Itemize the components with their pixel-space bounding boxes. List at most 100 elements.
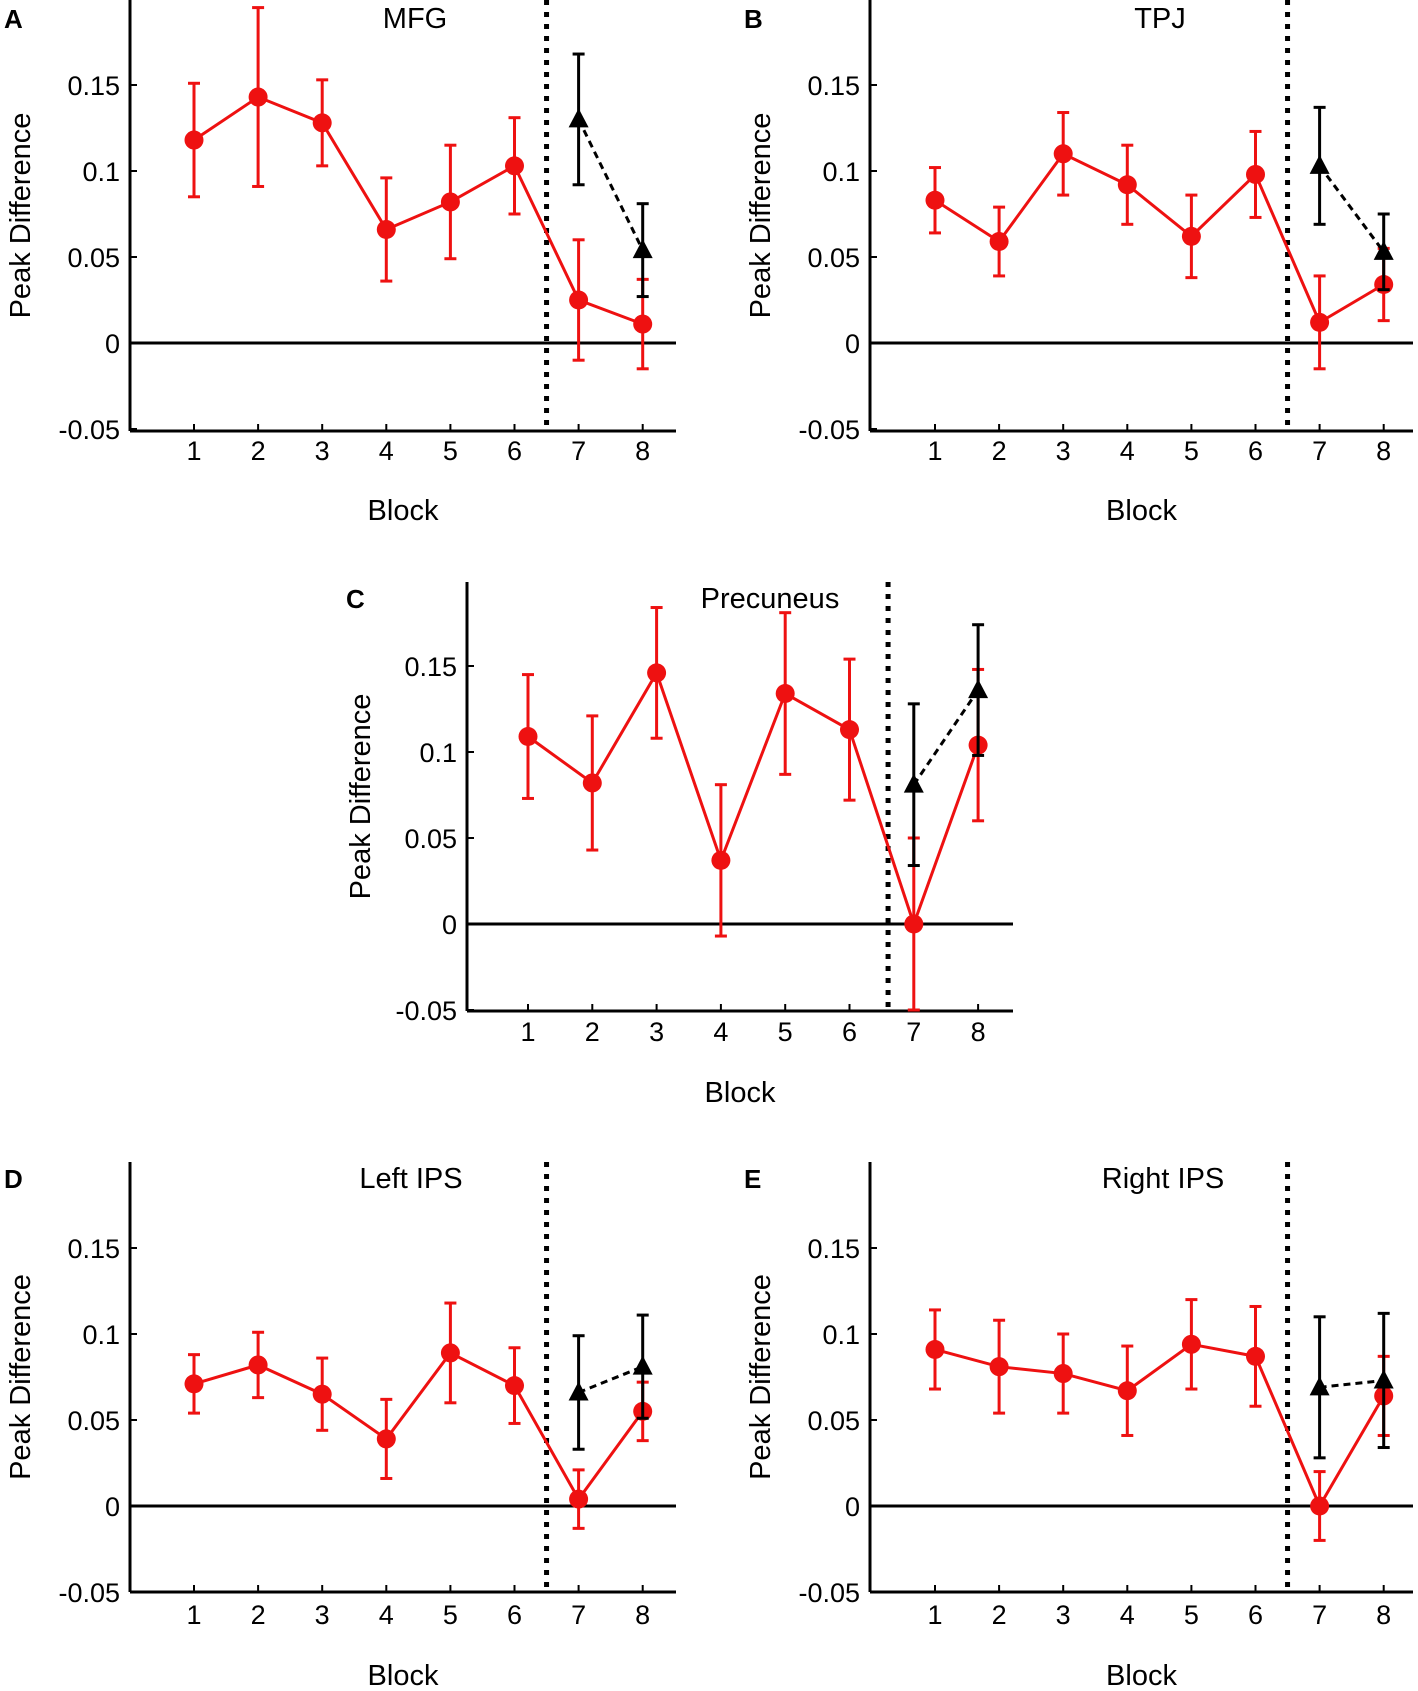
y-tick-label: -0.05 — [58, 1578, 120, 1608]
red-data-point — [376, 1429, 396, 1449]
x-tick-label: 5 — [1184, 436, 1199, 466]
x-tick-label: 1 — [927, 436, 942, 466]
x-tick-label: 2 — [992, 436, 1007, 466]
x-tick-label: 1 — [186, 436, 201, 466]
x-tick-label: 3 — [1056, 436, 1071, 466]
panel-a: A MFG -0.05 0 0.05 0.1 0.15 1 2 3 4 5 6 7 8 Block Peak D… — [4, 0, 676, 527]
x-axis-title: Block — [1106, 1660, 1177, 1691]
x-tick-label: 5 — [443, 1600, 458, 1630]
y-axis-title: Peak Difference — [345, 694, 377, 900]
panel-c: C Precuneus -0.05 0 0.05 0.1 0.15 1 2 3 4 5 6 7 8 Block… — [345, 582, 1013, 1109]
panel-letter: B — [744, 4, 763, 34]
x-tick-label: 7 — [571, 436, 586, 466]
y-tick-label: 0.1 — [419, 738, 457, 768]
black-data-point — [1309, 154, 1330, 174]
x-tick-label: 7 — [571, 1600, 586, 1630]
red-data-point — [925, 190, 945, 210]
red-data-point — [518, 727, 538, 747]
x-tick-label: 5 — [778, 1017, 793, 1047]
x-tick-label: 4 — [1120, 436, 1135, 466]
x-tick-label: 6 — [507, 1600, 522, 1630]
x-tick-label: 6 — [1248, 436, 1263, 466]
y-tick-label: 0.15 — [67, 71, 120, 101]
red-series-line — [527, 669, 980, 929]
black-series-line — [577, 118, 645, 251]
red-series-line — [934, 151, 1385, 325]
x-tick-label: 8 — [971, 1017, 986, 1047]
x-tick-label: 6 — [842, 1017, 857, 1047]
x-tick-label: 3 — [649, 1017, 664, 1047]
x-tick-label: 3 — [1056, 1600, 1071, 1630]
y-axis-title: Peak Difference — [745, 113, 777, 319]
panel-e: E Right IPS -0.05 0 0.05 0.1 0.15 1 2 3 4 5 6 7 8 Block… — [744, 1162, 1413, 1691]
y-tick-label: 0 — [845, 1492, 860, 1522]
red-data-point — [633, 314, 653, 334]
x-axis-title: Block — [368, 495, 439, 527]
red-series-line — [193, 95, 644, 326]
y-axis-title: Peak Difference — [745, 1274, 777, 1480]
x-tick-label: 8 — [635, 436, 650, 466]
y-tick-label: 0.15 — [67, 1234, 120, 1264]
y-axis-title: Peak Difference — [5, 113, 37, 319]
x-tick-label: 1 — [520, 1017, 535, 1047]
red-data-point — [505, 1376, 524, 1396]
y-tick-label: 0.05 — [67, 243, 120, 273]
x-tick-label: 7 — [906, 1017, 921, 1047]
y-tick-label: 0.1 — [82, 1320, 120, 1350]
red-data-point — [376, 219, 396, 239]
red-data-point — [569, 1489, 589, 1509]
red-data-point — [312, 1384, 332, 1404]
red-data-point — [840, 720, 859, 740]
x-axis-title: Block — [1106, 495, 1177, 527]
red-data-point — [1246, 1346, 1265, 1366]
black-data-point — [632, 239, 653, 259]
x-tick-label: 2 — [585, 1017, 600, 1047]
red-data-point — [711, 850, 731, 870]
x-tick-label: 8 — [635, 1600, 650, 1630]
black-data-point — [568, 108, 589, 128]
x-tick-label: 6 — [1248, 1600, 1263, 1630]
y-tick-label: 0.05 — [807, 1406, 860, 1436]
red-data-point — [989, 1357, 1009, 1377]
y-tick-label: 0 — [105, 329, 120, 359]
x-tick-label: 7 — [1312, 436, 1327, 466]
y-tick-label: -0.05 — [798, 415, 860, 445]
y-tick-label: 0 — [105, 1492, 120, 1522]
red-data-point — [1181, 1334, 1201, 1354]
black-data-point — [1309, 1376, 1330, 1396]
red-data-point — [1117, 175, 1137, 195]
x-tick-label: 4 — [1120, 1600, 1135, 1630]
black-series-line — [578, 1365, 644, 1394]
red-data-point — [1053, 144, 1073, 164]
red-data-point — [312, 113, 332, 133]
panel-b: B TPJ -0.05 0 0.05 0.1 0.15 1 2 3 4 5 6 7 8 Block Peak D… — [744, 0, 1413, 527]
red-series-line — [934, 1342, 1385, 1510]
black-data-point — [568, 1381, 589, 1401]
x-tick-label: 2 — [251, 1600, 266, 1630]
panel-title: Right IPS — [1102, 1163, 1225, 1195]
red-data-point — [248, 1355, 268, 1375]
x-tick-label: 3 — [315, 1600, 330, 1630]
red-data-point — [1310, 1496, 1330, 1516]
x-tick-label: 7 — [1312, 1600, 1327, 1630]
red-data-point — [1310, 312, 1330, 332]
panel-title: Precuneus — [701, 583, 840, 615]
panel-d: D Left IPS -0.05 0 0.05 0.1 0.15 1 2 3 4 5 6 7 8 Block P… — [4, 1162, 676, 1691]
red-data-point — [1053, 1364, 1073, 1384]
x-tick-label: 6 — [507, 436, 522, 466]
red-data-point — [582, 773, 602, 793]
y-tick-label: 0.15 — [404, 652, 457, 682]
panel-title: Left IPS — [359, 1163, 462, 1195]
black-data-point — [1373, 1369, 1394, 1389]
red-data-point — [184, 130, 204, 150]
y-tick-label: 0.1 — [822, 1320, 860, 1350]
black-data-point — [968, 679, 989, 699]
x-tick-label: 1 — [927, 1600, 942, 1630]
black-data-point — [903, 773, 924, 793]
red-data-point — [1246, 164, 1265, 184]
y-tick-label: -0.05 — [58, 415, 120, 445]
red-data-point — [647, 663, 667, 683]
x-tick-label: 8 — [1376, 1600, 1391, 1630]
y-tick-label: 0.05 — [67, 1406, 120, 1436]
